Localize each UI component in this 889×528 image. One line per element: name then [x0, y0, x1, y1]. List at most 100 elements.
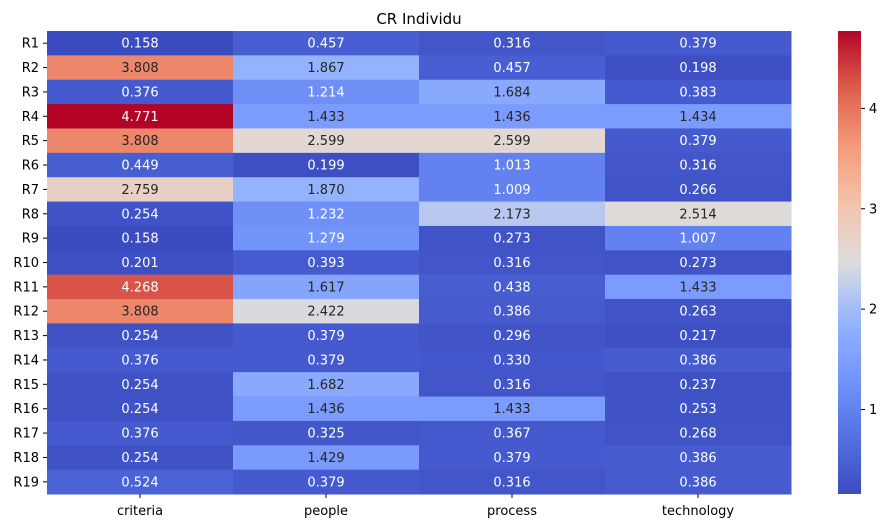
- heatmap-cell: [605, 420, 792, 446]
- heatmap-cell: [47, 250, 234, 276]
- heatmap-cell: [419, 347, 606, 373]
- cell-value-label: 0.198: [679, 61, 716, 76]
- cell-value-label: 2.514: [679, 207, 716, 222]
- heatmap-cell: [419, 104, 606, 129]
- heatmap-cell: [605, 55, 792, 81]
- heatmap-cell: [47, 225, 234, 251]
- y-tick-label: R4: [22, 110, 39, 125]
- x-tick-label: criteria: [117, 504, 163, 519]
- y-tick-label: R13: [13, 329, 39, 344]
- cell-value-label: 0.273: [493, 232, 530, 247]
- cell-value-label: 0.393: [307, 256, 344, 271]
- cell-value-label: 4.268: [121, 280, 158, 295]
- cell-value-label: 0.325: [307, 427, 344, 442]
- cell-value-label: 0.316: [679, 159, 716, 174]
- cell-value-label: 0.367: [493, 427, 530, 442]
- cell-value-label: 1.617: [307, 280, 344, 295]
- y-tick-label: R15: [13, 378, 39, 393]
- y-tick-label: R17: [13, 427, 39, 442]
- heatmap-cell: [233, 469, 420, 495]
- cell-value-label: 0.158: [121, 232, 158, 247]
- cell-value-label: 0.330: [493, 353, 530, 368]
- cell-value-label: 0.316: [493, 378, 530, 393]
- cell-value-label: 0.263: [679, 305, 716, 320]
- heatmap-cell: [605, 201, 792, 227]
- heatmap-cell: [233, 31, 420, 56]
- y-tick-label: R5: [22, 134, 39, 149]
- y-tick-label: R16: [13, 402, 39, 417]
- cell-value-label: 1.433: [679, 280, 716, 295]
- heatmap-cell: [605, 152, 792, 178]
- y-tick-label: R10: [13, 256, 39, 271]
- heatmap-cell: [233, 347, 420, 373]
- cell-value-label: 1.279: [307, 232, 344, 247]
- cell-value-label: 1.013: [493, 159, 530, 174]
- x-tick-label: people: [304, 504, 348, 519]
- heatmap-cell: [419, 250, 606, 276]
- cell-value-label: 1.867: [307, 61, 344, 76]
- cell-value-label: 2.422: [307, 305, 344, 320]
- cell-value-label: 0.296: [493, 329, 530, 344]
- cell-value-label: 0.254: [121, 329, 158, 344]
- colorbar-tick-label: 2: [869, 303, 877, 318]
- heatmap-cell: [47, 128, 234, 154]
- colorbar-tick-label: 4: [869, 102, 877, 117]
- heatmap-cell: [233, 201, 420, 227]
- colorbar-tick-label: 1: [869, 403, 877, 418]
- cell-value-label: 0.457: [493, 61, 530, 76]
- cell-value-label: 0.379: [493, 451, 530, 466]
- chart-title: CR Individu: [376, 10, 461, 28]
- cell-value-label: 0.376: [121, 427, 158, 442]
- heatmap-cell: [47, 445, 234, 471]
- heatmap-cell: [419, 469, 606, 495]
- heatmap-cell: [233, 250, 420, 276]
- heatmap-cell: [419, 299, 606, 324]
- cell-value-label: 0.386: [493, 305, 530, 320]
- x-tick-label: technology: [662, 504, 734, 519]
- heatmap-cell: [233, 445, 420, 471]
- heatmap-cell: [419, 55, 606, 81]
- cell-value-label: 0.438: [493, 280, 530, 295]
- heatmap-cell: [605, 323, 792, 349]
- heatmap-cell: [233, 420, 420, 446]
- heatmap-cell: [419, 201, 606, 227]
- y-tick-label: R6: [22, 159, 39, 174]
- y-tick-label: R7: [22, 183, 39, 198]
- cell-value-label: 1.434: [679, 110, 716, 125]
- y-axis: R1 R2 R3 R4 R5 R6 R7 R8 R9 R10 R11 R12 R13 R14 R15 R16 R…: [13, 37, 47, 490]
- cell-annotations: 0.158 0.457 0.316 0.379 3.808 1.867 0.457 0.198…: [121, 37, 716, 491]
- heatmap-cell: [233, 274, 420, 300]
- cell-value-label: 0.386: [679, 353, 716, 368]
- heatmap-cell: [605, 445, 792, 471]
- heatmap-cell: [47, 420, 234, 446]
- cell-value-label: 3.808: [121, 134, 158, 149]
- cell-value-label: 1.684: [493, 85, 530, 100]
- heatmap-cell: [605, 469, 792, 495]
- heatmap-cell: [605, 128, 792, 154]
- cell-value-label: 0.379: [307, 329, 344, 344]
- cell-value-label: 1.007: [679, 232, 716, 247]
- cell-value-label: 1.429: [307, 451, 344, 466]
- y-tick-label: R9: [22, 232, 39, 247]
- cell-value-label: 0.316: [493, 37, 530, 52]
- cell-value-label: 2.599: [493, 134, 530, 149]
- colorbar-tick-label: 3: [869, 202, 877, 217]
- heatmap-cell: [233, 79, 420, 105]
- colorbar-gradient: [838, 31, 861, 494]
- heatmap-cell: [47, 177, 234, 203]
- heatmap-cell: [233, 323, 420, 349]
- cell-value-label: 0.376: [121, 353, 158, 368]
- cell-value-label: 0.253: [679, 402, 716, 417]
- heatmap-cell: [233, 177, 420, 203]
- y-tick-label: R11: [13, 280, 39, 295]
- heatmap-cell: [233, 128, 420, 154]
- heatmap-cell: [47, 79, 234, 105]
- heatmap-cell: [47, 323, 234, 349]
- heatmap-cell: [605, 79, 792, 105]
- heatmap-cell: [605, 274, 792, 300]
- colorbar: 1 2 3 4: [838, 31, 877, 494]
- heatmap-cell: [605, 31, 792, 56]
- heatmap-cell: [605, 104, 792, 129]
- heatmap-cell: [233, 225, 420, 251]
- cell-value-label: 0.383: [679, 85, 716, 100]
